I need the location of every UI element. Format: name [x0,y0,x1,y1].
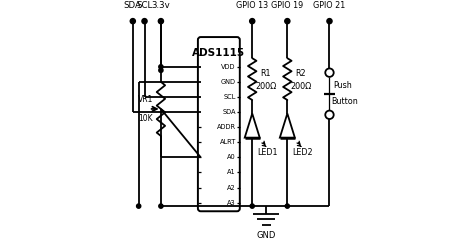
Circle shape [285,19,290,24]
Polygon shape [245,114,260,138]
Text: 200Ω: 200Ω [290,82,311,91]
FancyBboxPatch shape [198,37,240,211]
Text: GND: GND [221,79,236,85]
Circle shape [159,204,163,208]
Text: R1: R1 [261,69,271,78]
Text: 200Ω: 200Ω [255,82,276,91]
Text: R2: R2 [296,69,306,78]
Text: VR1: VR1 [138,95,154,104]
Text: GPIO 13: GPIO 13 [236,1,268,10]
Text: GPIO 21: GPIO 21 [313,1,346,10]
Text: ADDR: ADDR [217,124,236,130]
Text: GPIO 19: GPIO 19 [271,1,303,10]
Text: Push: Push [334,81,353,90]
Polygon shape [280,114,295,138]
Text: ALRT: ALRT [219,139,236,145]
Circle shape [250,204,255,208]
Text: ADS1115: ADS1115 [192,48,246,58]
Circle shape [325,68,334,77]
Circle shape [159,65,163,69]
Text: SDA: SDA [222,109,236,115]
Text: LED2: LED2 [292,148,313,157]
Text: Button: Button [331,97,358,107]
Circle shape [142,19,147,24]
Text: A2: A2 [227,185,236,190]
Text: A0: A0 [227,154,236,160]
Text: GND: GND [256,231,276,240]
Text: 10K: 10K [138,114,153,123]
Circle shape [250,19,255,24]
Text: SDA: SDA [124,1,142,10]
Circle shape [137,204,141,208]
Text: SCL: SCL [223,94,236,100]
Text: LED1: LED1 [257,148,278,157]
Circle shape [285,204,290,208]
Text: SCL: SCL [137,1,153,10]
Text: A3: A3 [227,200,236,206]
Circle shape [327,19,332,24]
Circle shape [159,68,163,72]
Circle shape [130,19,136,24]
Text: VDD: VDD [221,64,236,70]
Text: A1: A1 [227,169,236,175]
Text: 3.3v: 3.3v [152,1,170,10]
Circle shape [325,111,334,119]
Circle shape [158,19,164,24]
